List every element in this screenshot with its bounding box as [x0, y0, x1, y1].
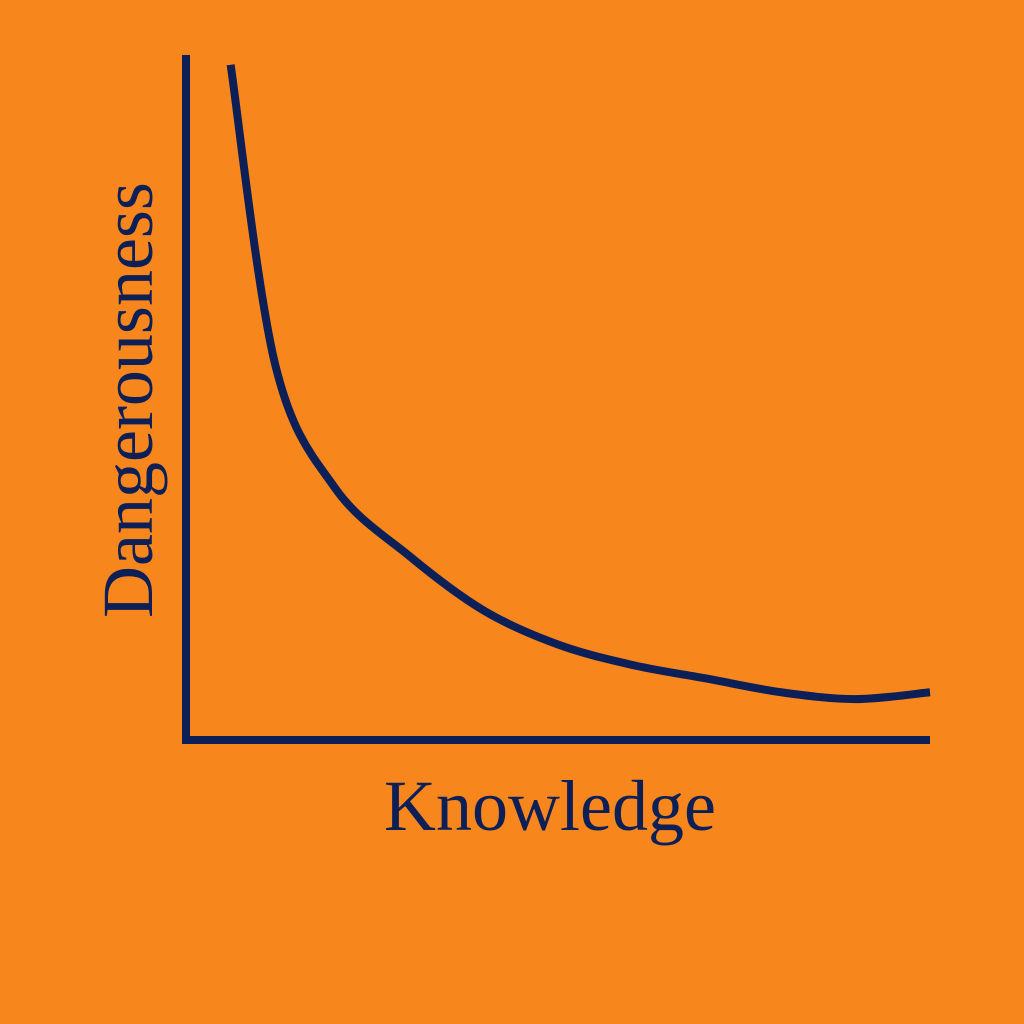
y-axis-label: Dangerousness — [88, 182, 168, 618]
x-axis-label: Knowledge — [384, 766, 716, 846]
curve-line — [226, 64, 931, 704]
